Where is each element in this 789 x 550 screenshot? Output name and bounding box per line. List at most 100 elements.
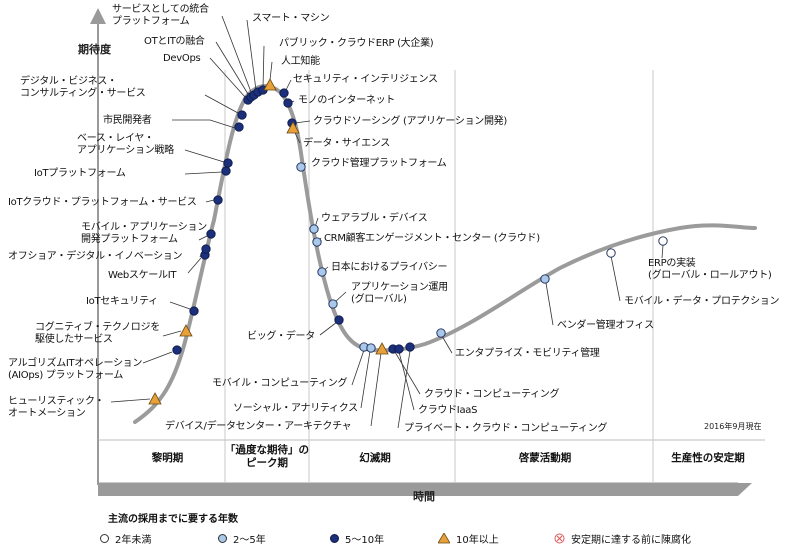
leader-line [285,79,292,91]
legend-marker-icon [100,534,109,543]
marker-circle [317,267,327,277]
leader-line [172,119,236,129]
leader-line [360,350,371,409]
legend-item: 10年以上 [438,531,499,546]
y-axis-arrow [90,8,106,24]
leader-line [294,120,311,124]
marker-circle [221,166,231,176]
phase-label: 生産性の安定期 [671,452,745,464]
marker-triangle [375,342,389,355]
leader-line [184,171,223,175]
technology-label: 人工知能 [281,56,320,67]
technology-label: データ・サイエンス [303,138,390,149]
marker-triangle [286,121,300,134]
as-of-date: 2016年9月現在 [704,422,762,431]
technology-label: クラウドソーシング (アプリケーション開発) [313,116,507,127]
marker-circle [436,328,446,338]
technology-label: オフショア・デジタル・イノベーション [8,251,183,262]
leader-line [610,255,621,302]
leader-line [215,41,249,95]
marker-circle [540,274,550,284]
legend-label: 安定期に達する前に陳腐化 [571,535,691,546]
y-axis-label: 期待度 [78,43,111,56]
leader-line [209,57,246,98]
marker-circle [312,237,322,247]
leader-line [221,15,252,93]
leader-line [184,149,225,163]
leader-line [162,330,182,337]
technology-label: モノのインターネット [298,95,395,106]
marker-circle [201,244,211,254]
legend-marker-icon [330,534,339,543]
legend-label: 10年以上 [456,535,499,546]
technology-label: モバイル・データ・プロテクション [624,296,780,307]
legend-marker-icon [218,534,227,543]
marker-circle [234,122,244,132]
legend-item: 安定期に達する前に陳腐化 [554,531,691,546]
x-axis-label: 時間 [413,490,435,503]
technology-label: クラウド管理プラットフォーム [311,158,447,169]
marker-circle [394,344,404,354]
marker-circle [606,248,616,258]
technology-label: ベース・レイヤ・ アプリケーション戦略 [77,133,174,156]
technology-label: モバイル・コンピューティング [212,378,348,389]
leader-line [441,335,453,354]
legend-marker-icon [554,533,565,544]
leader-line [545,282,554,326]
technology-label: セキュリティ・インテリジェンス [293,74,438,85]
technology-label: エンタプライズ・モビリティ管理 [455,348,600,359]
marker-circle [405,342,415,352]
technology-label: デジタル・ビジネス・ コンサルティング・サービス [20,76,146,99]
marker-circle [279,88,289,98]
marker-circle [334,315,344,325]
technology-label: モバイル・アプリケーション 開発プラットフォーム [81,222,207,245]
technology-label: アプリケーション運用 (グローバル) [351,282,448,305]
legend-label: 5〜10年 [345,535,385,546]
marker-triangle [179,324,193,337]
x-axis-arrow [98,483,752,496]
marker-circle [366,343,376,353]
technology-label: スマート・マシン [252,13,330,24]
legend-item: 2年未満 [100,531,151,546]
leader-line [394,351,421,395]
marker-circle [172,345,182,355]
technology-label: ウェアラブル・デバイス [321,213,428,224]
legend-marker-icon [438,533,450,544]
leader-line [269,61,273,81]
phase-label: 幻滅期 [359,452,391,464]
marker-circle [206,229,216,239]
technology-label: DevOps [163,53,201,64]
leader-line [169,301,191,310]
technology-label: ベンダー管理オフィス [557,320,654,331]
legend-title: 主流の採用までに要する年数 [108,514,238,525]
technology-label: IoTプラットフォーム [34,168,126,179]
technology-label: クラウドIaaS [418,405,478,416]
leader-line [334,291,347,303]
leader-line [661,244,664,259]
marker-circle [283,98,293,108]
leader-line [351,349,365,386]
leader-line [262,45,265,89]
marker-triangle [148,392,162,405]
technology-label: クラウド・コンピューティング [424,389,560,400]
marker-circle [328,299,338,309]
phase-label: 「過度な期待」の ピーク期 [225,444,309,469]
phase-label: 啓蒙活動期 [518,452,572,464]
technology-label: OTとITの融合 [144,36,205,47]
technology-label: ソーシャル・アナリティクス [233,403,358,414]
technology-label: デバイス/データセンター・アーキテクチャ [165,421,352,432]
technology-label: CRM顧客エンゲージメント・センター (クラウド) [324,233,540,244]
legend-label: 2年未満 [115,535,152,546]
leader-line [205,199,215,203]
legend-item: 5〜10年 [330,531,384,546]
marker-circle [189,306,199,316]
technology-label: IoTクラウド・プラットフォーム・サービス [8,197,197,208]
technology-label: ビッグ・データ [247,331,315,342]
leader-line [397,350,411,429]
technology-label: IoTセキュリティ [86,296,158,307]
marker-circle [309,224,319,234]
technology-label: サービスとしての統合 プラットフォーム [112,4,209,27]
technology-label: パブリック・クラウドERP (大企業) [279,38,434,49]
marker-triangle [263,78,277,91]
